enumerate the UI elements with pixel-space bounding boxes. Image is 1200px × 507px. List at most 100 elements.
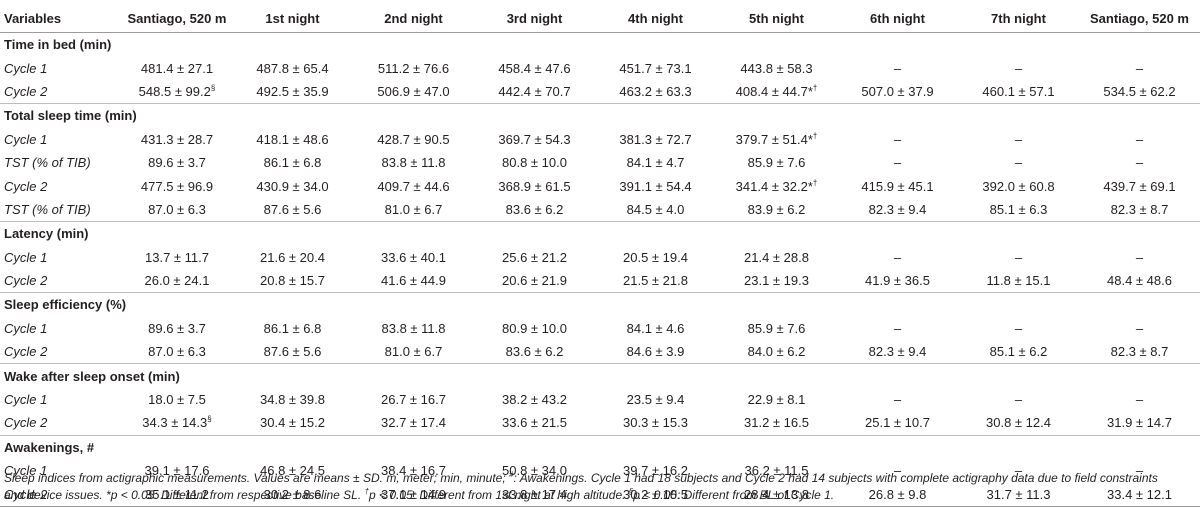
cell-value: 20.5 ± 19.4 <box>623 249 688 265</box>
table-cell: 20.5 ± 19.4 <box>595 246 716 269</box>
cell-value: 31.2 ± 16.5 <box>744 415 809 431</box>
cell-value: 38.2 ± 43.2 <box>502 392 567 408</box>
table-cell: 31.7 ± 11.3 <box>958 482 1079 506</box>
cell-value: 39.1 ± 17.6 <box>144 463 210 479</box>
header-night-2: 2nd night <box>384 10 443 26</box>
table-cell: – <box>1079 151 1200 174</box>
table-cell: 28.4 ± 13.8 <box>716 482 837 506</box>
cell-value: 33.4 ± 12.1 <box>1107 486 1172 502</box>
table-cell: – <box>837 56 958 79</box>
cell-value: 82.3 ± 9.4 <box>868 344 927 360</box>
row-label: Cycle 1 <box>4 249 48 265</box>
table-row: Cycle 1 13.7 ± 11.7 21.6 ± 20.4 33.6 ± 40.1… <box>0 246 1200 269</box>
cell-value: 30.4 ± 15.2 <box>260 415 325 431</box>
table-cell: 83.6 ± 6.2 <box>474 340 595 364</box>
table-cell: 26.8 ± 9.8 <box>837 482 958 506</box>
cell-value: 80.9 ± 10.0 <box>502 320 567 336</box>
table-cell: 392.0 ± 60.8 <box>958 174 1079 197</box>
cell-value: 511.2 ± 76.6 <box>377 60 450 76</box>
section-title: Time in bed (min) <box>4 37 112 53</box>
table-cell: 33.6 ± 21.5 <box>474 411 595 435</box>
table-cell: – <box>1079 388 1200 411</box>
table-cell: 80.9 ± 10.0 <box>474 317 595 340</box>
table-cell: 31.2 ± 16.5 <box>716 411 837 435</box>
table-cell: 48.4 ± 48.6 <box>1079 269 1200 293</box>
table-cell: – <box>837 151 958 174</box>
table-cell: 26.7 ± 16.7 <box>353 388 474 411</box>
cell-value: – <box>1135 392 1144 408</box>
cell-value: 477.5 ± 96.9 <box>140 178 214 194</box>
table-cell: 38.4 ± 16.7 <box>353 459 474 482</box>
header-santiago-baseline: Santiago, 520 m <box>127 10 227 26</box>
table-cell: 23.5 ± 9.4 <box>595 388 716 411</box>
cell-value: 28.4 ± 13.8 <box>744 486 809 502</box>
cell-value: 442.4 ± 70.7 <box>498 83 571 99</box>
row-label: Cycle 1 <box>4 463 48 479</box>
table-cell: 89.6 ± 3.7 <box>122 317 232 340</box>
cell-value: 26.0 ± 24.1 <box>144 273 210 289</box>
table-cell: 20.8 ± 15.7 <box>232 269 353 293</box>
cell-value: 460.1 ± 57.1 <box>982 83 1055 99</box>
table-cell: 50.8 ± 34.0 <box>474 459 595 482</box>
table-row: Cycle 1 89.6 ± 3.7 86.1 ± 6.8 83.8 ± 11.8 80… <box>0 317 1200 340</box>
cell-value: – <box>1135 249 1144 265</box>
row-label: Cycle 2 <box>4 344 48 360</box>
table-cell: 85.9 ± 7.6 <box>716 151 837 174</box>
cell-value: 85.9 ± 7.6 <box>747 155 806 171</box>
table-cell: 34.3 ± 14.3§ <box>122 411 232 435</box>
header-night-3: 3rd night <box>506 10 563 26</box>
header-santiago-return: Santiago, 520 m <box>1090 10 1189 26</box>
table-cell: 81.0 ± 6.7 <box>353 198 474 222</box>
cell-value: 369.7 ± 54.3 <box>498 131 571 147</box>
table-cell: 83.9 ± 6.2 <box>716 198 837 222</box>
cell-value: 33.8 ± 17.4 <box>502 486 567 502</box>
table-cell: 25.6 ± 21.2 <box>474 246 595 269</box>
table-cell: 487.8 ± 65.4 <box>232 56 353 79</box>
table-cell: 82.3 ± 9.4 <box>837 340 958 364</box>
footnote-text: p < 0.05: Different from BL of Cycle 1. <box>633 488 835 502</box>
cell-value: 487.8 ± 65.4 <box>256 60 329 76</box>
table-cell: 33.6 ± 40.1 <box>353 246 474 269</box>
cell-value: 506.9 ± 47.0 <box>377 83 450 99</box>
table-cell: 82.3 ± 8.7 <box>1079 340 1200 364</box>
section-title: Wake after sleep onset (min) <box>4 368 180 384</box>
table-cell: 20.6 ± 21.9 <box>474 269 595 293</box>
footnote-marker: # <box>509 470 514 479</box>
cell-value: 85.1 ± 6.2 <box>989 344 1048 360</box>
table-row: Cycle 1 431.3 ± 28.7 418.1 ± 48.6 428.7 ± 9… <box>0 128 1200 151</box>
table-cell: 30.2 ± 8.6 <box>232 482 353 506</box>
cell-value: – <box>1014 249 1023 265</box>
row-label: Cycle 1 <box>4 392 48 408</box>
table-cell: 428.7 ± 90.5 <box>353 128 474 151</box>
cell-value: – <box>893 320 902 336</box>
cell-value: 33.6 ± 21.5 <box>502 415 567 431</box>
table-cell: 31.9 ± 14.7 <box>1079 411 1200 435</box>
table-cell: 368.9 ± 61.5 <box>474 174 595 197</box>
cell-value: 86.1 ± 6.8 <box>263 320 322 336</box>
section-title: Latency (min) <box>4 226 89 242</box>
row-label: Cycle 2 <box>4 83 48 99</box>
table-cell: 30.8 ± 12.4 <box>958 411 1079 435</box>
table-cell: 30.3 ± 15.3 <box>595 411 716 435</box>
cell-value: 381.3 ± 72.7 <box>619 131 692 147</box>
cell-value: – <box>1014 320 1023 336</box>
footnote-marker: § <box>628 487 634 496</box>
cell-value: 409.7 ± 44.6 <box>377 178 450 194</box>
table-cell: 33.4 ± 12.1 <box>1079 482 1200 506</box>
table-cell: 23.1 ± 19.3 <box>716 269 837 293</box>
table-cell: – <box>958 128 1079 151</box>
table-cell: 30.4 ± 15.2 <box>232 411 353 435</box>
cell-value: 34.8 ± 39.8 <box>260 392 325 408</box>
cell-value: 31.9 ± 14.7 <box>1107 415 1172 431</box>
cell-value: 50.8 ± 34.0 <box>502 463 567 479</box>
table-cell: – <box>958 388 1079 411</box>
table-row: TST (% of TIB) 89.6 ± 3.7 86.1 ± 6.8 83.8 ±… <box>0 151 1200 174</box>
significance-marker: † <box>812 178 818 188</box>
table-cell: 18.0 ± 7.5 <box>122 388 232 411</box>
cell-value: 86.1 ± 6.8 <box>263 155 322 171</box>
cell-value: – <box>1014 392 1023 408</box>
table-cell: – <box>837 317 958 340</box>
table-row: Cycle 1 18.0 ± 7.5 34.8 ± 39.8 26.7 ± 16.7 3… <box>0 388 1200 411</box>
row-label: Cycle 2 <box>4 273 48 289</box>
cell-value: 46.8 ± 24.5 <box>260 463 325 479</box>
